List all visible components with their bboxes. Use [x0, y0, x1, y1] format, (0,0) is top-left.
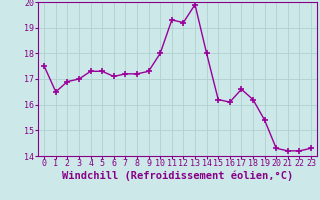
X-axis label: Windchill (Refroidissement éolien,°C): Windchill (Refroidissement éolien,°C) — [62, 171, 293, 181]
